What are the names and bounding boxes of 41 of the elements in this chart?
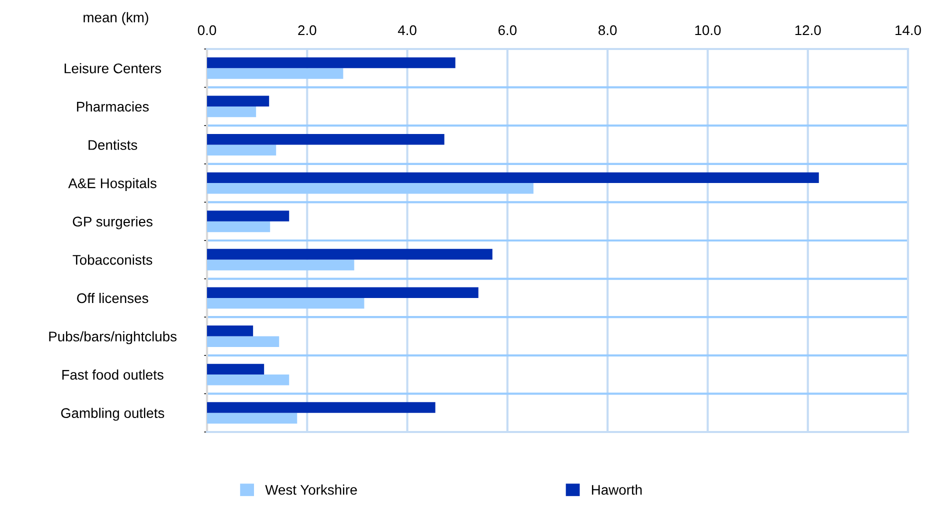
- bar: [207, 68, 344, 79]
- x-axis-title: mean (km): [84, 12, 148, 26]
- legend-label: West Yorkshire: [265, 484, 357, 495]
- x-tick-label: 8.0: [598, 25, 617, 36]
- bar: [207, 221, 270, 232]
- bar: [207, 106, 256, 118]
- x-tick-label: 2.0: [298, 25, 316, 36]
- bar: [207, 298, 364, 309]
- bar: [207, 260, 354, 270]
- x-tick-label: 6.0: [498, 25, 517, 36]
- bar: [207, 210, 290, 222]
- bar: [207, 96, 270, 106]
- bar: [207, 57, 456, 68]
- y-tick-label: Tobacconists: [72, 254, 152, 265]
- bar: [207, 287, 478, 298]
- bar: [207, 248, 492, 260]
- bar: [207, 326, 254, 336]
- bar: [207, 183, 534, 194]
- y-tick-label: Gambling outlets: [61, 408, 164, 421]
- bar: [207, 144, 276, 156]
- x-tick-label: 10.0: [695, 25, 721, 36]
- bar: [207, 134, 444, 145]
- bar: [207, 336, 280, 347]
- bar: [207, 364, 264, 375]
- bar: [207, 412, 298, 424]
- legend-label: Haworth: [592, 484, 642, 495]
- y-tick-label: Pharmacies: [77, 101, 149, 112]
- x-tick-label: 12.0: [795, 25, 821, 36]
- y-tick-label: Leisure Centers: [64, 63, 162, 74]
- x-tick-label: 14.0: [896, 25, 921, 36]
- y-tick-label: Dentists: [88, 140, 138, 150]
- y-tick-label: Off licenses: [77, 292, 148, 304]
- bar: [207, 172, 819, 184]
- bar: [207, 374, 290, 386]
- x-tick-label: 0.0: [198, 25, 216, 36]
- y-tick-label: GP surgeries: [72, 216, 152, 230]
- x-tick-label: 4.0: [398, 25, 416, 36]
- y-tick-label: Pubs/bars/nightclubs: [49, 331, 177, 344]
- bar: [207, 402, 436, 413]
- y-tick-label: Fast food outlets: [62, 370, 164, 380]
- y-tick-label: A&E Hospitals: [68, 178, 156, 191]
